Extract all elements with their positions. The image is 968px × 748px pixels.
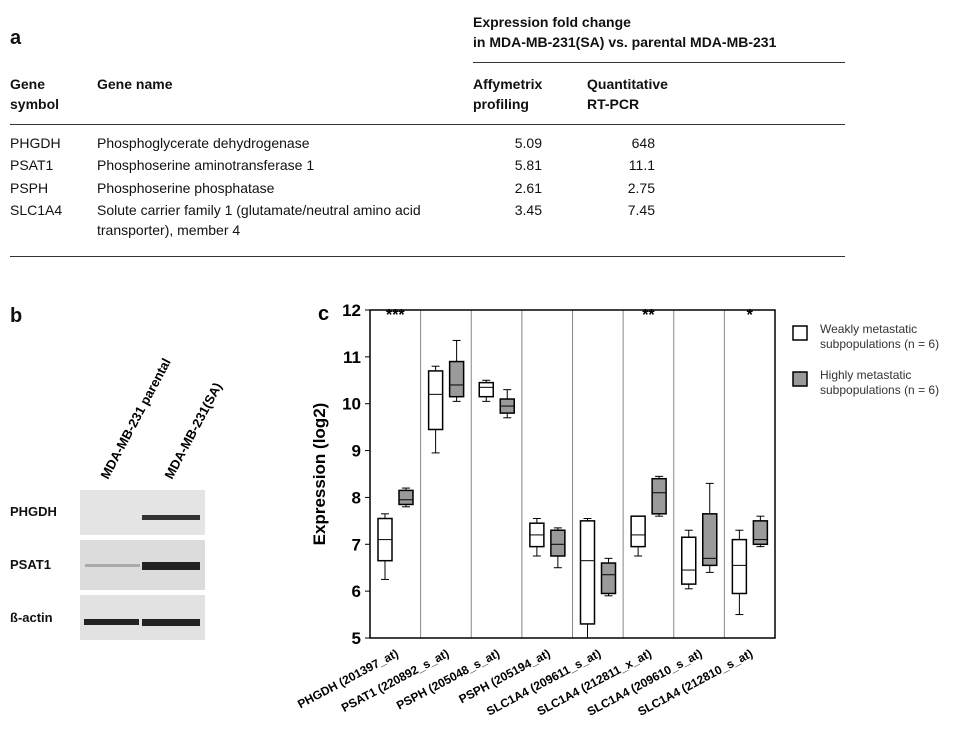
legend-swatch	[793, 372, 807, 386]
y-tick-label: 7	[352, 535, 361, 554]
box	[703, 514, 717, 566]
legend-label: Highly metastatic subpopulations (n = 6)	[820, 368, 968, 398]
box	[631, 516, 645, 546]
panel-label: c	[318, 303, 329, 325]
box	[602, 563, 616, 593]
box	[399, 490, 413, 504]
y-tick-label: 5	[352, 629, 361, 648]
box	[581, 521, 595, 624]
y-axis-label: Expression (log2)	[310, 403, 329, 546]
legend-label: Weakly metastatic subpopulations (n = 6)	[820, 322, 968, 352]
box	[732, 540, 746, 594]
box	[753, 521, 767, 544]
y-tick-label: 11	[343, 348, 361, 367]
box	[479, 383, 493, 397]
box	[429, 371, 443, 430]
box	[551, 530, 565, 556]
y-tick-label: 10	[342, 395, 361, 414]
y-tick-label: 8	[352, 488, 361, 507]
page: a Expression fold change in MDA-MB-231(S…	[0, 0, 968, 748]
y-tick-label: 6	[352, 582, 361, 601]
box	[450, 362, 464, 397]
lane-label: MDA-MB-231 parental	[97, 356, 173, 482]
lane-label: MDA-MB-231(SA)	[161, 380, 224, 481]
legend-swatch	[793, 326, 807, 340]
y-tick-label: 9	[352, 442, 361, 461]
box	[652, 479, 666, 514]
box	[682, 537, 696, 584]
y-tick-label: 12	[342, 301, 361, 320]
